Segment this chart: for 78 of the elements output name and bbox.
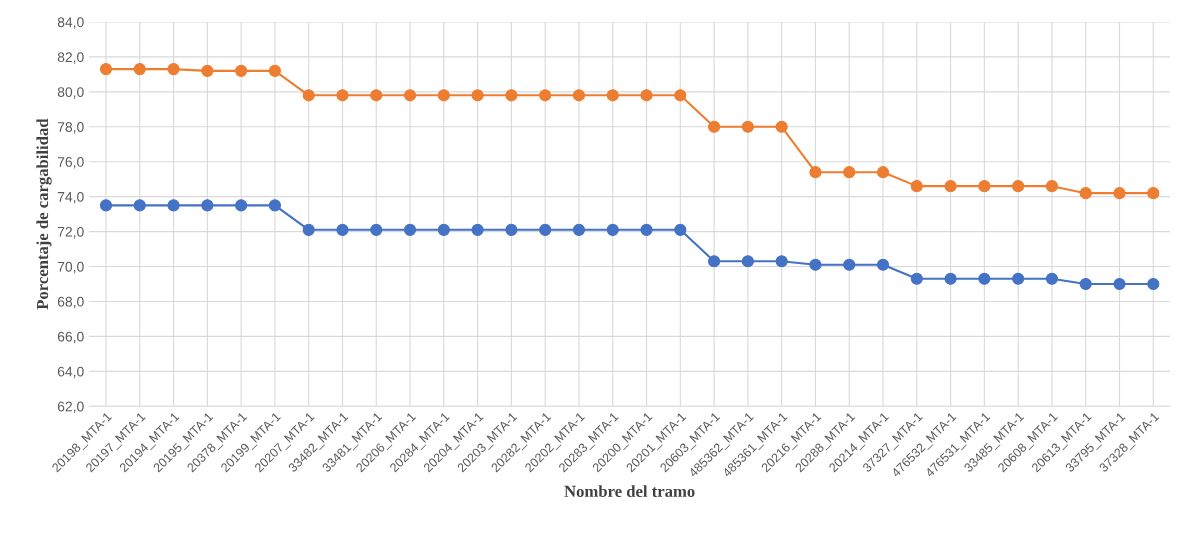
point	[437, 89, 450, 102]
point	[674, 223, 687, 236]
point	[741, 120, 754, 133]
point	[539, 89, 552, 102]
point	[1113, 187, 1126, 200]
point	[572, 223, 586, 236]
point	[133, 199, 146, 212]
point	[1079, 187, 1092, 200]
point	[640, 223, 653, 236]
point	[403, 223, 417, 236]
point	[505, 89, 518, 102]
point	[572, 89, 586, 102]
point	[775, 255, 788, 268]
point	[741, 255, 754, 268]
y-tick-label: 84,0	[57, 17, 84, 29]
y-tick-label: 76,0	[57, 157, 84, 169]
point	[708, 255, 721, 268]
point	[876, 166, 890, 179]
point	[235, 64, 248, 77]
point	[437, 223, 450, 236]
y-tick-label: 74,0	[57, 191, 84, 204]
point	[370, 89, 383, 102]
point	[336, 223, 349, 236]
point	[370, 223, 383, 236]
point	[978, 180, 991, 193]
y-tick-label: 72,0	[57, 226, 84, 239]
point	[539, 223, 552, 236]
y-tick-label: 78,0	[57, 122, 84, 134]
y-tick-label: 64,0	[57, 366, 84, 379]
point	[471, 223, 484, 236]
point	[167, 63, 180, 76]
point	[606, 223, 619, 236]
point	[606, 89, 619, 102]
point	[1045, 180, 1059, 193]
point	[674, 89, 687, 102]
point	[1147, 187, 1160, 200]
point	[235, 199, 248, 212]
point	[471, 89, 484, 102]
point	[978, 272, 991, 285]
point	[505, 223, 518, 236]
point	[1012, 272, 1025, 285]
point	[99, 199, 113, 212]
point	[1079, 277, 1092, 291]
point	[910, 272, 923, 285]
point	[167, 199, 180, 212]
y-tick-label: 68,0	[57, 296, 84, 309]
point	[201, 64, 214, 77]
point	[876, 258, 890, 271]
point	[944, 272, 957, 285]
point	[1147, 277, 1160, 291]
point	[403, 89, 417, 102]
point	[268, 64, 281, 77]
point	[843, 166, 856, 179]
point	[910, 180, 923, 193]
point	[1113, 277, 1126, 291]
y-tick-label: 70,0	[57, 261, 84, 274]
x-axis-title: Nombre del tramo	[564, 485, 695, 497]
point	[1045, 272, 1059, 285]
point	[201, 199, 214, 212]
y-axis-title: Porcentaje de cargabilidad	[36, 118, 52, 310]
y-tick-label: 62,0	[57, 401, 84, 414]
point	[775, 120, 788, 133]
point	[640, 89, 653, 102]
point	[268, 199, 281, 212]
y-tick-label: 82,0	[57, 52, 84, 64]
point	[336, 89, 349, 102]
point	[302, 223, 315, 236]
point	[1012, 180, 1025, 193]
y-tick-label: 66,0	[57, 331, 84, 344]
point	[302, 89, 315, 102]
point	[708, 120, 721, 133]
point	[843, 258, 856, 271]
point	[944, 180, 957, 193]
point	[809, 166, 822, 179]
point	[133, 63, 146, 76]
point	[99, 63, 113, 76]
point	[809, 258, 822, 271]
y-tick-label: 80,0	[57, 87, 84, 99]
